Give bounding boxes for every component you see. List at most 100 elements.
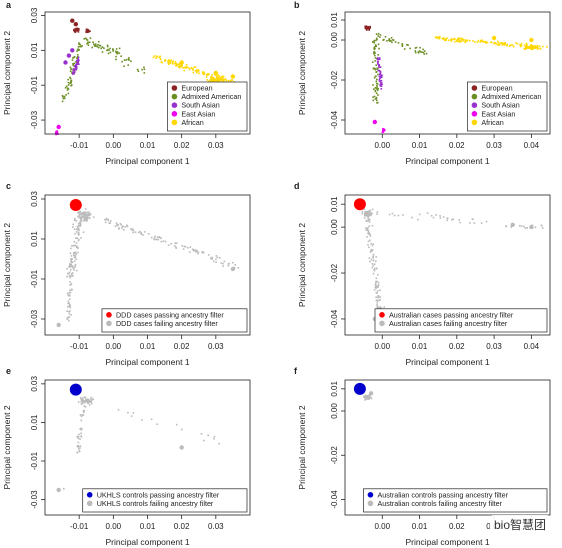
scatter-point <box>374 98 377 100</box>
scatter-point <box>67 302 69 305</box>
scatter-point <box>69 281 71 283</box>
scatter-point <box>383 129 385 132</box>
scatter-point <box>223 260 226 263</box>
x-tick-label: 0.04 <box>524 141 540 150</box>
scatter-point <box>372 61 374 63</box>
scatter-point <box>361 211 364 213</box>
scatter-point <box>107 52 110 55</box>
scatter-point <box>77 215 79 218</box>
scatter-point <box>369 212 372 215</box>
scatter-point <box>379 70 381 72</box>
scatter-point <box>70 268 72 271</box>
y-axis-label: Principal component 2 <box>297 31 307 115</box>
scatter-point <box>373 269 376 272</box>
scatter-point <box>373 53 375 55</box>
scatter-point <box>375 287 377 289</box>
scatter-point <box>414 47 417 49</box>
scatter-point <box>104 218 106 221</box>
scatter-point <box>153 238 156 241</box>
scatter-point <box>130 60 132 63</box>
scatter-point <box>78 214 81 217</box>
scatter-point <box>458 37 460 40</box>
scatter-point <box>67 92 70 95</box>
scatter-point <box>379 66 382 68</box>
scatter-point <box>80 432 82 435</box>
scatter-point <box>368 398 370 400</box>
scatter-point <box>74 251 77 253</box>
scatter-point <box>82 411 85 414</box>
data-point <box>66 53 72 58</box>
scatter-point <box>106 45 109 48</box>
scatter-point <box>69 82 71 85</box>
scatter-point <box>375 96 378 99</box>
scatter-point <box>203 71 205 74</box>
scatter-point <box>372 264 375 267</box>
scatter-point <box>371 266 374 269</box>
scatter-point <box>207 80 210 83</box>
scatter-point <box>137 70 140 72</box>
scatter-point <box>85 31 87 33</box>
scatter-point <box>74 256 77 259</box>
scatter-point <box>372 256 374 258</box>
scatter-point <box>380 82 383 84</box>
scatter-cloud <box>364 25 371 31</box>
scatter-point <box>490 41 492 44</box>
scatter-point <box>218 75 221 77</box>
legend-box <box>82 488 248 513</box>
scatter-point <box>523 48 526 50</box>
legend-box <box>101 308 248 333</box>
scatter-point <box>75 242 78 244</box>
scatter-point <box>377 274 379 276</box>
scatter-point <box>380 74 382 76</box>
scatter-point <box>508 45 511 47</box>
scatter-point <box>185 66 188 68</box>
scatter-point <box>170 243 172 245</box>
scatter-point <box>125 59 128 61</box>
scatter-point <box>376 83 379 85</box>
scatter-point <box>372 256 374 259</box>
scatter-point <box>367 230 370 232</box>
scatter-cloud <box>152 55 242 86</box>
plot-frame <box>344 11 551 135</box>
data-point <box>372 119 377 125</box>
scatter-point <box>366 228 368 230</box>
scatter-point <box>380 88 383 90</box>
scatter-point <box>376 86 378 89</box>
scatter-point <box>472 40 474 42</box>
scatter-point <box>89 213 92 215</box>
scatter-point <box>501 44 504 46</box>
scatter-point <box>179 65 181 67</box>
scatter-point <box>82 414 85 416</box>
scatter-point <box>127 64 129 66</box>
scatter-point <box>510 226 512 228</box>
scatter-point <box>75 27 78 30</box>
legend-entry: Australian controls passing ancestry fil… <box>377 490 508 499</box>
scatter-point <box>378 69 380 72</box>
scatter-point <box>86 39 89 41</box>
scatter-point <box>442 216 445 218</box>
scatter-point <box>143 68 146 71</box>
scatter-point <box>130 229 133 231</box>
scatter-point <box>520 42 523 45</box>
legend-marker <box>471 93 478 100</box>
legend-marker <box>171 111 178 117</box>
scatter-point <box>67 300 70 303</box>
scatter-point <box>192 249 195 252</box>
scatter-point <box>371 263 374 265</box>
scatter-point <box>175 64 177 67</box>
scatter-point <box>123 65 125 67</box>
scatter-point <box>75 61 78 64</box>
scatter-point <box>229 79 232 82</box>
scatter-point <box>76 445 79 447</box>
scatter-point <box>439 215 441 217</box>
scatter-point <box>56 132 58 134</box>
scatter-point <box>198 72 200 75</box>
scatter-point <box>141 68 143 71</box>
y-tick-label: -0.02 <box>330 70 339 89</box>
scatter-point <box>219 79 222 81</box>
scatter-point <box>221 75 223 78</box>
scatter-cloud <box>63 396 220 490</box>
scatter-point <box>366 215 369 218</box>
scatter-point <box>196 250 199 252</box>
scatter-point <box>376 99 378 102</box>
